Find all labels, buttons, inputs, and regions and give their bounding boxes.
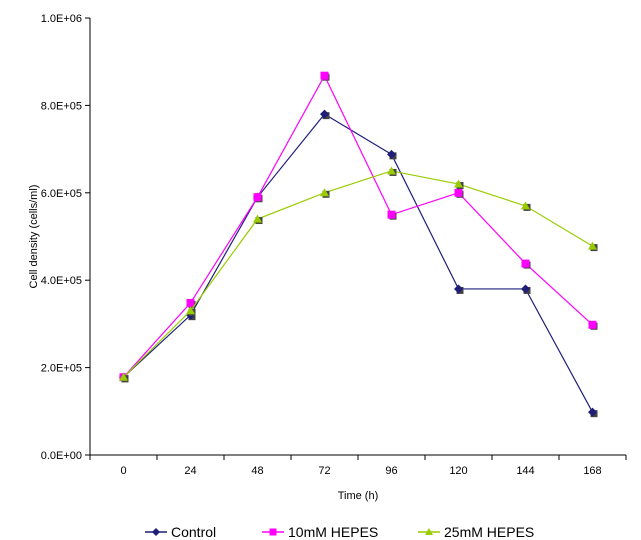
x-tick-label: 72 [318,465,330,477]
x-tick-label: 168 [583,465,601,477]
legend-swatch-marker [269,528,277,536]
data-point [387,210,396,219]
y-tick-label: 1.0E+06 [41,13,82,25]
data-point [454,188,463,197]
data-point [320,109,329,119]
x-tick-label: 120 [449,465,467,477]
series-layer [119,71,598,418]
legend-label: Control [171,524,216,540]
legend-label: 10mM HEPES [288,524,378,540]
y-tick-label: 4.0E+05 [41,275,82,287]
data-point [320,71,329,80]
data-point [521,201,530,210]
series-line [123,170,593,378]
data-point [454,179,463,188]
x-tick-label: 0 [120,465,126,477]
data-point [588,241,597,250]
data-point [521,284,530,294]
data-point [387,166,396,175]
data-point [320,188,329,197]
series-2 [119,71,598,383]
x-tick-label: 24 [184,465,196,477]
data-point [186,298,195,307]
series-3 [119,166,598,383]
y-tick-label: 0.0E+00 [41,450,82,462]
data-point [588,407,597,417]
legend-swatch-marker [425,528,433,535]
legend-item: Control [145,524,216,540]
x-tick-label: 144 [516,465,534,477]
legend-label: 25mM HEPES [444,524,534,540]
series-line [123,74,593,378]
data-point [253,193,262,202]
legend: Control 10mM HEPES 25mM HEPES [145,524,534,540]
data-point [119,372,128,381]
x-tick-label: 96 [385,465,397,477]
legend-item: 10mM HEPES [262,524,378,540]
x-tick-label: 48 [251,465,263,477]
legend-item: 25mM HEPES [418,524,534,540]
data-point [588,320,597,329]
y-tick-label: 8.0E+05 [41,100,82,112]
x-axis-title: Time (h) [338,490,379,502]
y-tick-label: 2.0E+05 [41,363,82,375]
data-point [521,259,530,268]
data-point [387,149,396,159]
y-axis-title: Cell density (cells/ml) [28,185,40,289]
legend-swatch-marker [152,528,160,536]
x-axis: 0 24 48 72 96 120 144 168 [89,454,627,477]
data-point [186,306,195,315]
y-axis: 0.0E+00 2.0E+05 4.0E+05 6.0E+05 8.0E+05 1.0E+… [41,13,91,462]
data-point [454,284,463,294]
y-tick-label: 6.0E+05 [41,188,82,200]
data-point [253,214,262,223]
